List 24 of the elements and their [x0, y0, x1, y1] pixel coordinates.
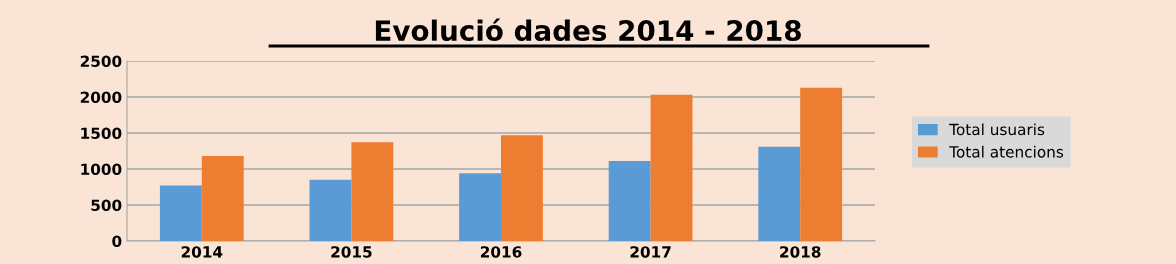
- y-tick-label: 0: [112, 235, 122, 248]
- bar: [800, 87, 843, 241]
- bar: [459, 173, 501, 241]
- y-tick-label: 1000: [81, 163, 122, 176]
- x-tick-label: 2017: [630, 246, 671, 258]
- bar: [758, 146, 801, 241]
- bar: [159, 185, 202, 241]
- x-tick-label: 2016: [480, 246, 522, 258]
- bar: [650, 94, 693, 241]
- y-tick-label: 500: [91, 199, 122, 212]
- bar: [201, 156, 244, 241]
- y-tick-label: 2500: [80, 55, 122, 68]
- x-tick-label: 2018: [780, 246, 821, 258]
- legend-label: Total usuaris: [949, 123, 1045, 136]
- bar: [608, 161, 651, 241]
- chart-title: Evolució dades 2014 - 2018: [375, 18, 801, 42]
- bar: [501, 135, 543, 241]
- x-tick-label: 2014: [181, 246, 223, 258]
- legend-label: Total atencions: [949, 145, 1064, 158]
- y-tick-label: 1500: [81, 127, 122, 140]
- bar: [351, 142, 394, 241]
- bar: [309, 179, 352, 241]
- x-tick-label: 2015: [331, 246, 372, 258]
- y-tick-label: 2000: [80, 91, 122, 104]
